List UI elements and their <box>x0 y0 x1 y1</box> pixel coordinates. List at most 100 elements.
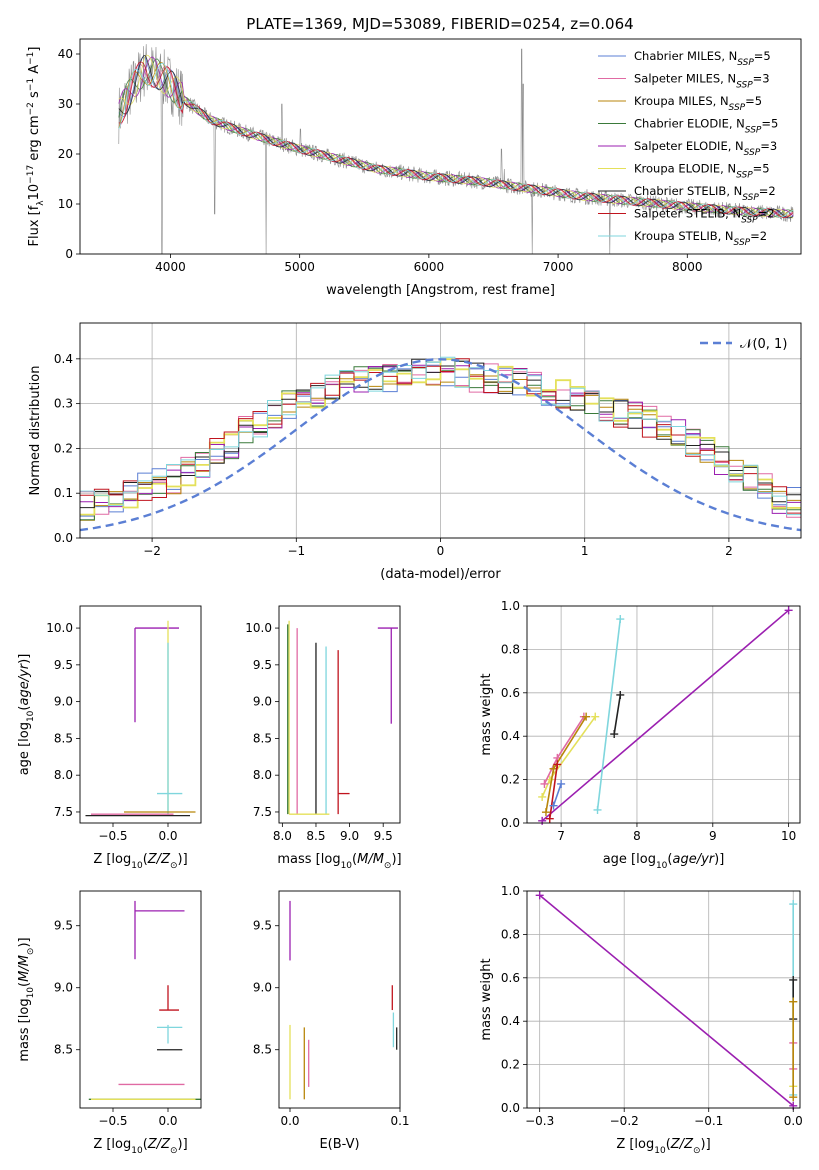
weight-marker <box>789 997 798 1006</box>
y-tick-label: 0.6 <box>501 971 520 985</box>
x-tick-label: 8000 <box>672 260 703 274</box>
x-tick-label: 7 <box>557 829 565 843</box>
x-tick-label: −1 <box>287 544 305 558</box>
x-tick-label: 9 <box>709 829 717 843</box>
y-tick-label: 1.0 <box>501 884 520 898</box>
histogram-step-line <box>80 358 801 514</box>
legend-label: Salpeter MILES, NSSP=3 <box>634 72 770 91</box>
x-tick-label: 0.0 <box>280 1114 299 1128</box>
y-tick-label: 9.0 <box>253 981 272 995</box>
y-tick-label: 7.5 <box>54 805 73 819</box>
weight-series <box>538 606 793 825</box>
y-tick-label: 0.0 <box>501 1101 520 1115</box>
x-tick-label: 2 <box>725 544 733 558</box>
y-tick-label: 10 <box>58 197 73 211</box>
legend-entry: Salpeter STELIB, NSSP=2 <box>598 207 775 226</box>
spectrum-panel: 4000 5000 6000 7000 8000 0 10 20 30 40 wavelength … <box>26 38 802 298</box>
y-tick-label: 9.5 <box>54 658 73 672</box>
x-axis-label: mass [log10(M/M⊙)] <box>277 852 401 871</box>
spectrum-lines <box>118 44 794 254</box>
x-tick-label: 0.0 <box>784 1114 803 1128</box>
legend-label: Salpeter ELODIE, NSSP=3 <box>634 139 777 158</box>
weight-marker <box>545 814 554 823</box>
figure-title: PLATE=1369, MJD=53089, FIBERID=0254, z=0… <box>246 15 633 33</box>
weight-marker <box>789 975 798 984</box>
legend-entry: Salpeter MILES, NSSP=3 <box>598 72 770 91</box>
weight-marker <box>582 712 591 721</box>
weight-marker <box>535 891 544 900</box>
x-tick-label: 6000 <box>414 260 445 274</box>
weight-line <box>552 783 562 806</box>
weight-marker <box>553 760 562 769</box>
y-tick-label: 10.0 <box>46 621 73 635</box>
weight-marker <box>789 900 798 909</box>
x-tick-label: 7000 <box>543 260 574 274</box>
y-tick-label: 8.0 <box>54 768 73 782</box>
weight-series <box>549 779 566 810</box>
axes-frame <box>79 38 802 255</box>
weight-marker <box>784 606 793 615</box>
x-tick-label: −0.1 <box>694 1114 723 1128</box>
x-tick-label: 1 <box>581 544 589 558</box>
x-tick-label: 10 <box>781 829 796 843</box>
y-tick-label: 10.0 <box>245 621 272 635</box>
y-tick-label: 0.2 <box>54 441 73 455</box>
model-spectrum-line <box>118 62 794 218</box>
legend-label: 𝒩(0, 1) <box>740 337 787 352</box>
axes-frame <box>278 890 401 1109</box>
weight-marker <box>541 808 550 817</box>
x-axis-label: Z [log10(Z/Z⊙)] <box>616 1137 710 1156</box>
y-axis-label: Flux [fλ10−17 erg cm−2 s−1 A−1] <box>26 47 46 247</box>
weight-vs-age-panel: 7 8 9 10 0.0 0.2 0.4 0.6 0.8 1.0 age [log10(age/yr… <box>479 599 801 871</box>
weight-series <box>535 891 798 1110</box>
y-tick-label: 9.0 <box>54 981 73 995</box>
legend-entry: Chabrier ELODIE, NSSP=5 <box>598 117 778 136</box>
axes-frame <box>79 890 202 1109</box>
legend-entry: Kroupa STELIB, NSSP=2 <box>598 229 767 248</box>
x-tick-label: 0.0 <box>158 1114 177 1128</box>
legend-label: Salpeter STELIB, NSSP=2 <box>634 207 775 226</box>
legend-entry: Salpeter ELODIE, NSSP=3 <box>598 139 777 158</box>
weight-vs-metallicity-panel: −0.3 −0.2 −0.1 0.0 0.0 0.2 0.4 0.6 0.8 1.0 Z [log1… <box>479 884 803 1156</box>
y-tick-label: 0.1 <box>54 486 73 500</box>
x-tick-label: −0.2 <box>610 1114 639 1128</box>
histograms <box>80 356 801 532</box>
y-tick-label: 0.0 <box>54 531 73 545</box>
y-tick-label: 0.4 <box>501 1014 520 1028</box>
x-tick-label: 8 <box>633 829 641 843</box>
y-tick-label: 30 <box>58 97 73 111</box>
weight-line <box>596 618 622 811</box>
y-tick-label: 0.4 <box>501 729 520 743</box>
data-point <box>134 900 185 960</box>
legend-entry: Chabrier STELIB, NSSP=2 <box>598 184 776 203</box>
weight-marker <box>610 730 619 739</box>
x-axis-label: (data-model)/error <box>380 567 501 582</box>
age-vs-metallicity-panel: −0.5 0.0 7.5 8.0 8.5 9.0 9.5 10.0 Z [log10(Z/Z⊙)… <box>17 605 202 871</box>
legend-label: Chabrier ELODIE, NSSP=5 <box>634 117 778 136</box>
y-tick-label: 0.8 <box>501 927 520 941</box>
x-tick-label: −0.5 <box>98 829 127 843</box>
axes-frame <box>526 890 801 1109</box>
legend-entry: Chabrier MILES, NSSP=5 <box>598 49 771 68</box>
y-tick-label: 0.0 <box>501 816 520 830</box>
y-tick-label: 0.6 <box>501 686 520 700</box>
y-tick-label: 0.4 <box>54 352 73 366</box>
legend-label: Kroupa ELODIE, NSSP=5 <box>634 162 770 181</box>
x-tick-label: 9.0 <box>340 829 359 843</box>
weight-series <box>545 760 562 823</box>
legend-label: Chabrier MILES, NSSP=5 <box>634 49 771 68</box>
weight-marker <box>549 801 558 810</box>
axes-frame <box>278 605 401 824</box>
data-point <box>157 1024 183 1044</box>
x-tick-label: −0.5 <box>98 1114 127 1128</box>
y-tick-label: 8.5 <box>253 731 272 745</box>
x-tick-label: 8.0 <box>273 829 292 843</box>
x-axis-label: Z [log10(Z/Z⊙)] <box>93 852 187 871</box>
weight-series <box>593 615 625 814</box>
weight-line <box>549 764 559 819</box>
y-tick-label: 1.0 <box>501 599 520 613</box>
weight-line <box>613 694 622 735</box>
weight-line <box>541 609 790 822</box>
y-tick-label: 0 <box>65 247 73 261</box>
